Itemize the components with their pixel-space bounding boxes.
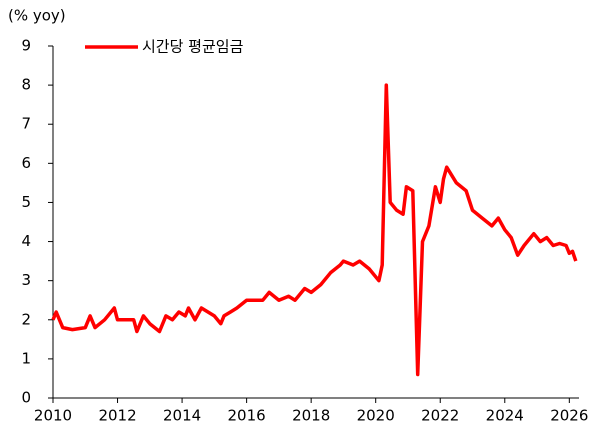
y-tick-label: 9 [21, 37, 31, 55]
x-tick-label: 2016 [228, 407, 266, 425]
y-tick-label: 4 [21, 232, 31, 250]
y-axis-label: (% yoy) [8, 7, 66, 25]
x-tick-label: 2018 [292, 407, 330, 425]
y-tick-label: 0 [21, 389, 31, 407]
y-tick-label: 1 [21, 349, 31, 367]
x-tick-label: 2026 [550, 407, 588, 425]
y-tick-label: 2 [21, 310, 31, 328]
x-tick-label: 2010 [34, 407, 72, 425]
x-tick-label: 2012 [98, 407, 136, 425]
y-tick-label: 5 [21, 193, 31, 211]
legend-label: 시간당 평균임금 [142, 38, 244, 56]
y-tick-label: 3 [21, 271, 31, 289]
y-tick-label: 8 [21, 76, 31, 94]
x-tick-label: 2020 [357, 407, 395, 425]
x-tick-label: 2014 [163, 407, 201, 425]
x-tick-label: 2024 [486, 407, 524, 425]
y-tick-label: 7 [21, 115, 31, 133]
y-tick-label: 6 [21, 154, 31, 172]
x-tick-label: 2022 [421, 407, 459, 425]
line [51, 83, 578, 377]
